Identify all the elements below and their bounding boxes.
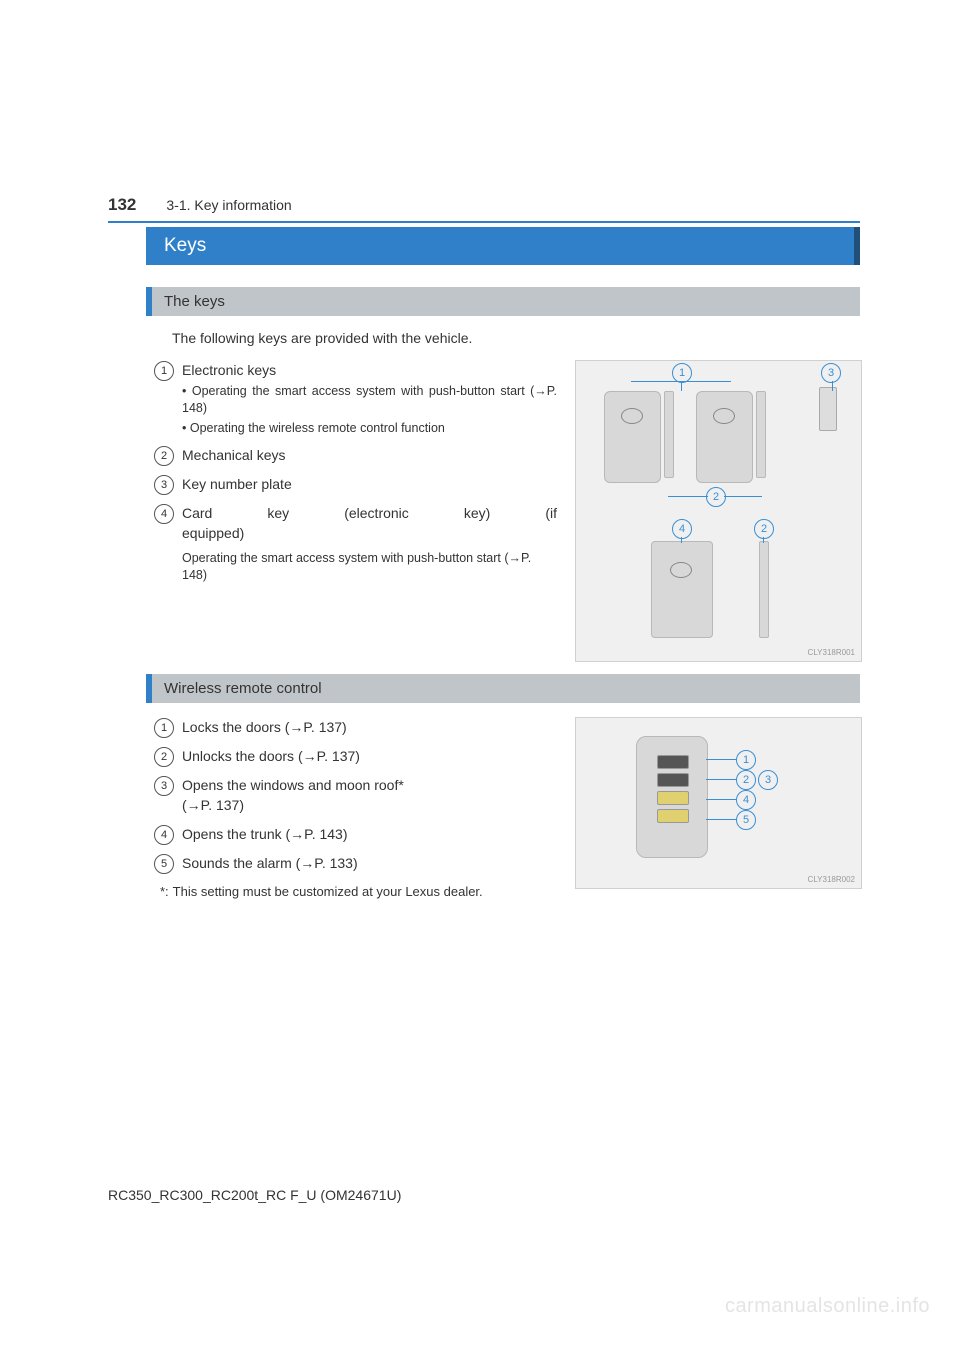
callout-line — [706, 759, 736, 760]
item-note: Operating the smart access system with p… — [182, 550, 557, 585]
mechanical-key-shape — [759, 541, 769, 638]
callout-circle: 2 — [706, 487, 726, 507]
item-text: Locks the doors (→P. 137) — [182, 717, 557, 737]
mechanical-key-shape — [756, 391, 766, 478]
item-number: 3 — [154, 475, 174, 495]
key-number-plate-shape — [819, 387, 837, 431]
lock-button-icon — [657, 755, 689, 769]
remote-shape — [636, 736, 708, 858]
item-text: Opens the windows and moon roof* (→P. 13… — [182, 775, 557, 816]
callout-line — [631, 381, 731, 382]
item-sub: Operating the smart access system with p… — [182, 383, 557, 417]
callout-circle: 3 — [758, 770, 778, 790]
section1-list: 1 Electronic keys Operating the smart ac… — [154, 360, 557, 662]
callout-line — [832, 381, 833, 391]
list-item: 3 Key number plate — [154, 474, 557, 495]
item-number: 1 — [154, 361, 174, 381]
item-number: 3 — [154, 776, 174, 796]
item-text: Unlocks the doors (→P. 137) — [182, 746, 557, 766]
page-title-banner: Keys — [146, 227, 860, 265]
list-item: 5 Sounds the alarm (→P. 133) — [154, 853, 557, 874]
card-key-shape — [651, 541, 713, 638]
item-number: 1 — [154, 718, 174, 738]
callout-circle: 1 — [736, 750, 756, 770]
remote-figure: 1 2 3 4 5 CLY318R002 — [575, 717, 862, 889]
key-fob-shape — [604, 391, 661, 483]
footnote: *: This setting must be customized at yo… — [160, 884, 557, 899]
list-item: 1 Locks the doors (→P. 137) — [154, 717, 557, 738]
callout-circle: 2 — [754, 519, 774, 539]
callout-line — [706, 799, 736, 800]
figure-code: CLY318R001 — [808, 648, 855, 657]
callout-line — [724, 496, 762, 497]
item-main: Card key (electronic key) (if — [182, 503, 557, 523]
section-intro: The following keys are provided with the… — [172, 330, 860, 346]
footer-code: RC350_RC300_RC200t_RC F_U (OM24671U) — [108, 1187, 401, 1203]
callout-circle: 2 — [736, 770, 756, 790]
section-heading-wireless: Wireless remote control — [146, 674, 860, 703]
callout-line — [681, 381, 682, 391]
section2-content: 1 Locks the doors (→P. 137) 2 Unlocks th… — [154, 717, 860, 899]
item-number: 2 — [154, 747, 174, 767]
item-number: 4 — [154, 504, 174, 524]
section-heading-label: The keys — [152, 287, 860, 316]
item-number: 2 — [154, 446, 174, 466]
list-item: 4 Card key (electronic key) (if equipped… — [154, 503, 557, 585]
list-item: 3 Opens the windows and moon roof* (→P. … — [154, 775, 557, 816]
callout-circle: 4 — [736, 790, 756, 810]
callout-line — [706, 779, 736, 780]
section1-figure: 1 3 2 4 2 CLY — [575, 360, 860, 662]
item-main: Electronic keys — [182, 362, 276, 378]
section-label: 3-1. Key information — [166, 197, 291, 213]
section1-content: 1 Electronic keys Operating the smart ac… — [154, 360, 860, 662]
mechanical-key-shape — [664, 391, 674, 478]
callout-circle: 3 — [821, 363, 841, 383]
callout-line — [681, 537, 682, 543]
item-text: Opens the trunk (→P. 143) — [182, 824, 557, 844]
item-text: Key number plate — [182, 474, 557, 494]
watermark: carmanualsonline.info — [725, 1295, 930, 1318]
page-header: 132 3-1. Key information — [108, 195, 860, 215]
footnote-text: This setting must be customized at your … — [173, 884, 483, 899]
item-sub: Operating the wireless remote control fu… — [182, 420, 557, 437]
item-number: 5 — [154, 854, 174, 874]
trunk-button-icon — [657, 791, 689, 805]
lexus-logo-icon — [713, 408, 735, 424]
figure-code: CLY318R002 — [808, 875, 855, 884]
unlock-button-icon — [657, 773, 689, 787]
item-main-line2: equipped) — [182, 523, 557, 543]
callout-circle: 4 — [672, 519, 692, 539]
list-item: 2 Mechanical keys — [154, 445, 557, 466]
item-main: Opens the windows and moon roof* — [182, 777, 404, 793]
callout-line — [763, 537, 764, 543]
key-fob-shape — [696, 391, 753, 483]
lexus-logo-icon — [621, 408, 643, 424]
section2-figure: 1 2 3 4 5 CLY318R002 — [575, 717, 860, 899]
callout-line — [668, 496, 708, 497]
section-heading-the-keys: The keys — [146, 287, 860, 316]
lexus-logo-icon — [670, 562, 692, 578]
page-number: 132 — [108, 195, 136, 215]
callout-line — [706, 819, 736, 820]
manual-page: 132 3-1. Key information Keys The keys T… — [0, 0, 960, 1358]
item-text: Electronic keys Operating the smart acce… — [182, 360, 557, 437]
list-item: 2 Unlocks the doors (→P. 137) — [154, 746, 557, 767]
callout-circle: 5 — [736, 810, 756, 830]
item-text: Mechanical keys — [182, 445, 557, 465]
list-item: 4 Opens the trunk (→P. 143) — [154, 824, 557, 845]
item-line2: (→P. 137) — [182, 797, 244, 813]
item-text: Sounds the alarm (→P. 133) — [182, 853, 557, 873]
item-text: Card key (electronic key) (if equipped) … — [182, 503, 557, 585]
section-heading-label: Wireless remote control — [152, 674, 860, 703]
keys-figure: 1 3 2 4 2 CLY — [575, 360, 862, 662]
item-number: 4 — [154, 825, 174, 845]
header-rule — [108, 221, 860, 223]
footnote-marker: *: — [160, 884, 169, 899]
alarm-button-icon — [657, 809, 689, 823]
section2-list: 1 Locks the doors (→P. 137) 2 Unlocks th… — [154, 717, 557, 899]
callout-circle: 1 — [672, 363, 692, 383]
list-item: 1 Electronic keys Operating the smart ac… — [154, 360, 557, 437]
